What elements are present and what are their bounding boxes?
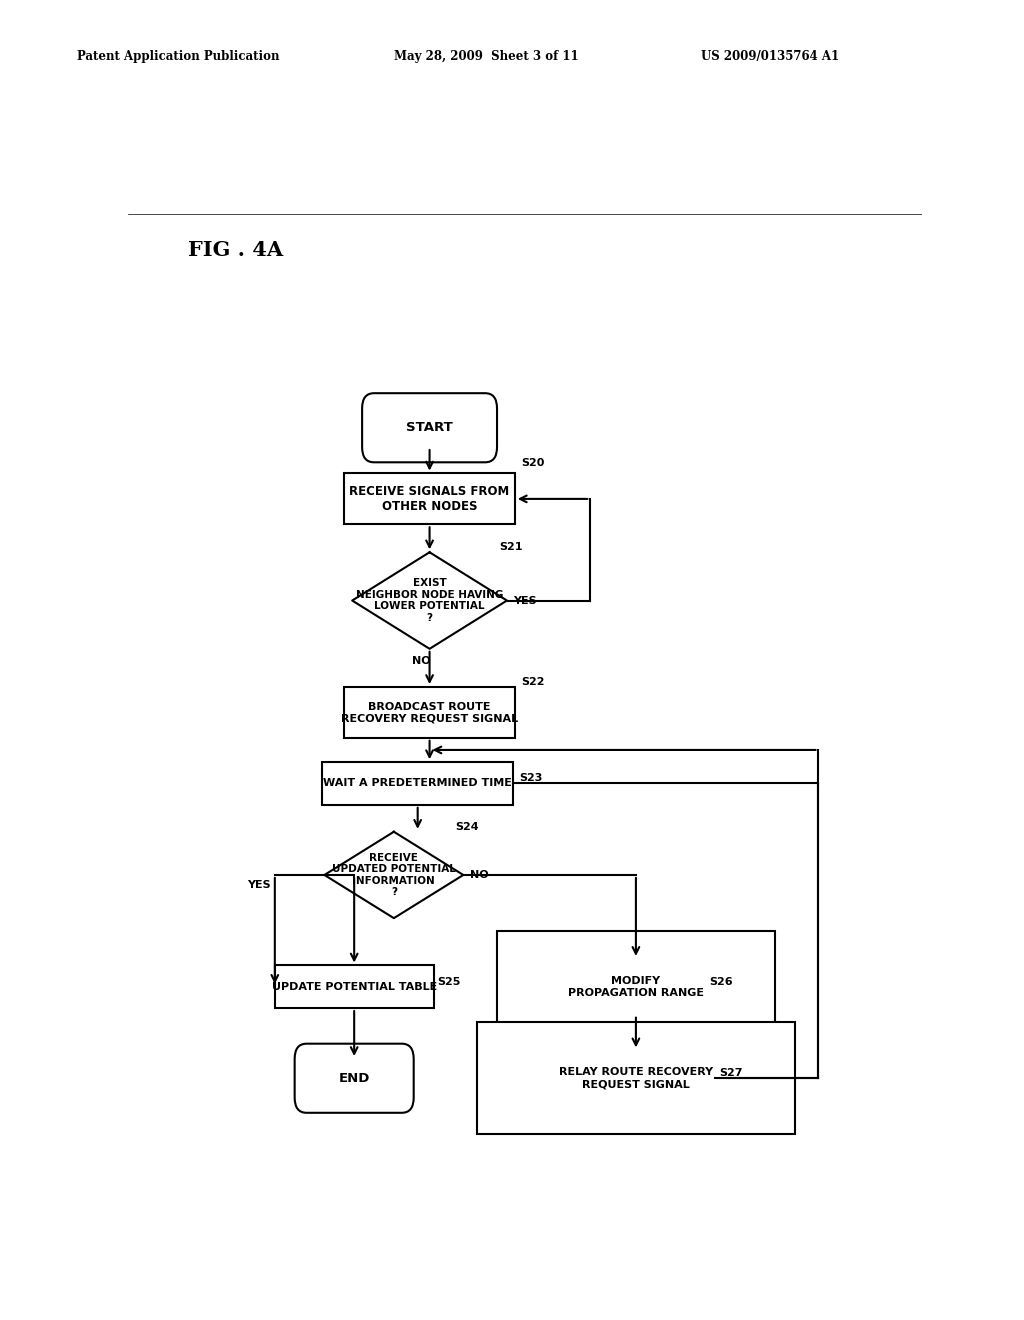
Text: May 28, 2009  Sheet 3 of 11: May 28, 2009 Sheet 3 of 11 <box>394 50 579 63</box>
Text: FIG . 4A: FIG . 4A <box>187 240 283 260</box>
Text: US 2009/0135764 A1: US 2009/0135764 A1 <box>701 50 840 63</box>
FancyBboxPatch shape <box>274 965 433 1008</box>
Polygon shape <box>352 552 507 649</box>
Text: S26: S26 <box>710 977 733 986</box>
Text: S23: S23 <box>519 774 543 783</box>
Text: NO: NO <box>470 870 488 880</box>
FancyBboxPatch shape <box>344 686 515 738</box>
FancyBboxPatch shape <box>323 762 513 805</box>
Text: Patent Application Publication: Patent Application Publication <box>77 50 280 63</box>
Text: S22: S22 <box>521 677 545 686</box>
Text: BROADCAST ROUTE
RECOVERY REQUEST SIGNAL: BROADCAST ROUTE RECOVERY REQUEST SIGNAL <box>341 701 518 723</box>
FancyBboxPatch shape <box>344 474 515 524</box>
Text: END: END <box>339 1072 370 1085</box>
Text: RELAY ROUTE RECOVERY
REQUEST SIGNAL: RELAY ROUTE RECOVERY REQUEST SIGNAL <box>559 1068 713 1089</box>
FancyBboxPatch shape <box>362 393 497 462</box>
Polygon shape <box>325 832 463 919</box>
Text: RECEIVE
UPDATED POTENTIAL
INFORMATION
?: RECEIVE UPDATED POTENTIAL INFORMATION ? <box>332 853 456 898</box>
Text: S27: S27 <box>719 1068 742 1078</box>
Text: S24: S24 <box>456 821 479 832</box>
FancyBboxPatch shape <box>295 1044 414 1113</box>
Text: START: START <box>407 421 453 434</box>
Text: MODIFY
PROPAGATION RANGE: MODIFY PROPAGATION RANGE <box>568 975 703 998</box>
Text: S20: S20 <box>521 458 545 469</box>
Text: NO: NO <box>413 656 431 667</box>
Text: UPDATE POTENTIAL TABLE: UPDATE POTENTIAL TABLE <box>271 982 437 991</box>
Text: YES: YES <box>247 880 270 890</box>
FancyBboxPatch shape <box>477 1022 795 1134</box>
FancyBboxPatch shape <box>497 931 775 1043</box>
Text: YES: YES <box>513 595 537 606</box>
Text: S21: S21 <box>499 543 522 552</box>
Text: RECEIVE SIGNALS FROM
OTHER NODES: RECEIVE SIGNALS FROM OTHER NODES <box>349 484 510 513</box>
Text: S25: S25 <box>437 977 461 986</box>
Text: WAIT A PREDETERMINED TIME: WAIT A PREDETERMINED TIME <box>324 779 512 788</box>
Text: EXIST
NEIGHBOR NODE HAVING
LOWER POTENTIAL
?: EXIST NEIGHBOR NODE HAVING LOWER POTENTI… <box>356 578 503 623</box>
